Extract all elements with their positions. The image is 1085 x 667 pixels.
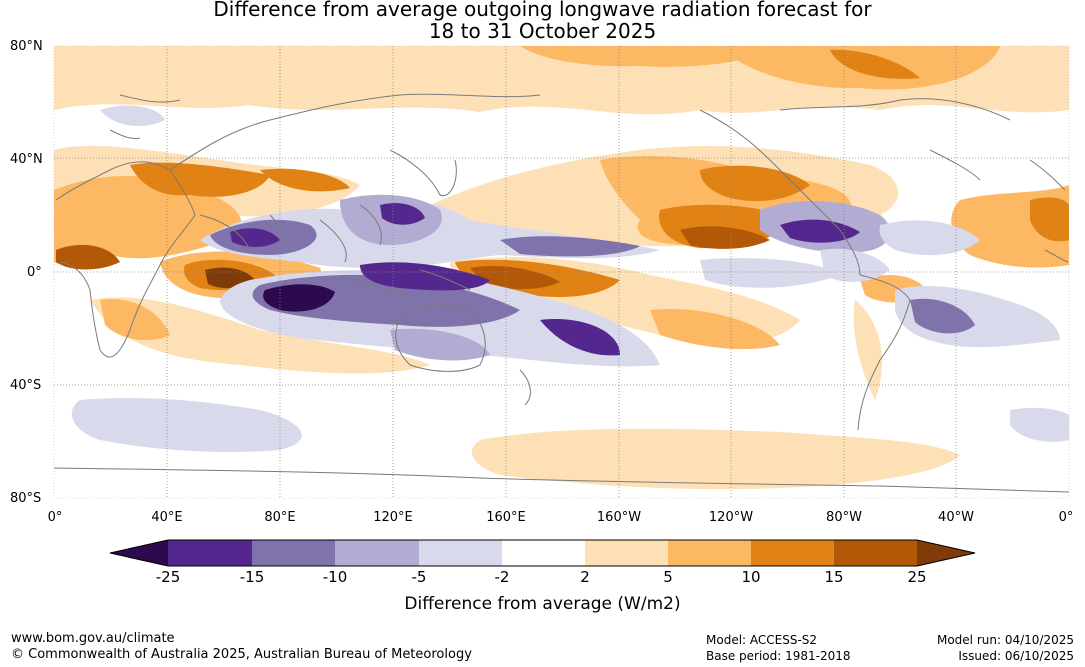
negative-area-east-pacific-equator xyxy=(700,258,840,288)
lon-label: 80°W xyxy=(826,510,862,525)
colorbar-swatch xyxy=(751,540,834,566)
colorbar-swatch xyxy=(419,540,502,566)
positive-area-southeast-pacific xyxy=(650,309,780,350)
graticule xyxy=(54,46,1069,498)
bom-url-link[interactable]: www.bom.gov.au/climate xyxy=(11,631,175,646)
colorbar-tick: 10 xyxy=(741,568,761,586)
negative-area-scandinavia xyxy=(100,105,165,126)
negative-core-south-pacific xyxy=(540,319,620,356)
lon-label: 40°E xyxy=(151,510,183,525)
positive-area-north-pacific xyxy=(520,46,780,67)
model-name: Model: ACCESS-S2 xyxy=(706,633,818,647)
anomaly-field xyxy=(54,46,1069,498)
copyright-text: © Commonwealth of Australia 2025, Austra… xyxy=(11,647,472,662)
lon-label: 160°E xyxy=(486,510,526,525)
negative-area-australia xyxy=(390,328,490,361)
positive-area-west-africa xyxy=(56,244,120,270)
lon-label: 120°E xyxy=(373,510,413,525)
lon-label: 0° xyxy=(47,510,63,525)
positive-area-south-indian xyxy=(90,297,430,374)
positive-area-madagascar xyxy=(100,299,170,341)
model-run-date: Model run: 04/10/2025 xyxy=(936,633,1074,647)
colorbar xyxy=(109,539,976,567)
coastlines xyxy=(54,93,1069,493)
colorbar-label: Difference from average (W/m2) xyxy=(404,594,681,614)
positive-area-us-west xyxy=(700,165,810,202)
negative-core-south-atlantic xyxy=(910,298,975,334)
lon-label: 160°W xyxy=(596,510,642,525)
colorbar-left-extension xyxy=(110,540,168,566)
title-line-2: 18 to 31 October 2025 xyxy=(428,19,657,43)
positive-area-hudson xyxy=(830,49,920,79)
issued-date: Issued: 06/10/2025 xyxy=(958,649,1074,663)
negative-area-caribbean xyxy=(879,220,980,256)
colorbar-swatch xyxy=(335,540,419,566)
negative-max-eastern-indian-ocean xyxy=(263,284,335,312)
positive-area-iran xyxy=(130,162,270,197)
negative-core-philippines xyxy=(380,203,425,225)
positive-area-africa-arabia xyxy=(54,175,242,266)
lat-label: 80°S xyxy=(10,491,42,506)
colorbar-tick: -2 xyxy=(494,568,510,586)
colorbar-tick: 2 xyxy=(580,568,590,586)
negative-area-southwest-atlantic xyxy=(1010,407,1069,442)
colorbar-tick: 25 xyxy=(907,568,927,586)
colorbar-swatch xyxy=(168,540,252,566)
negative-area-southern-indian-ocean xyxy=(71,398,302,452)
title-line-1: Difference from average outgoing longwav… xyxy=(213,0,872,21)
base-period: Base period: 1981-2018 xyxy=(706,649,851,663)
colorbar-swatch xyxy=(252,540,335,566)
lon-label: 0° xyxy=(1058,510,1074,525)
colorbar-tick: -15 xyxy=(239,568,265,586)
colorbar-outline xyxy=(109,539,976,567)
positive-max-east-pacific xyxy=(680,226,770,249)
positive-area-south-america xyxy=(853,300,883,400)
colorbar-swatch xyxy=(502,540,585,566)
lon-label: 80°E xyxy=(264,510,296,525)
lat-label: 80°N xyxy=(10,39,43,54)
negative-area-north-equatorial-pacific xyxy=(500,236,640,257)
map-frame xyxy=(53,45,1070,499)
colorbar-swatch xyxy=(668,540,751,566)
colorbar-tick: -25 xyxy=(155,568,181,586)
lat-label: 0° xyxy=(27,265,42,280)
colorbar-right-extension xyxy=(917,540,975,566)
lon-label: 120°W xyxy=(708,510,754,525)
colorbar-tick: -5 xyxy=(411,568,427,586)
colorbar-tick: 15 xyxy=(824,568,844,586)
positive-area-southern-ocean xyxy=(471,428,960,490)
negative-core-indonesia xyxy=(360,262,490,291)
lat-label: 40°S xyxy=(10,378,42,393)
colorbar-swatch xyxy=(585,540,668,566)
negative-core-central-america xyxy=(780,219,860,243)
colorbar-tick: -10 xyxy=(322,568,348,586)
negative-core-bay-of-bengal xyxy=(230,228,280,247)
positive-core-atlantic xyxy=(1030,197,1069,242)
lat-label: 40°N xyxy=(10,152,43,167)
lon-label: 40°W xyxy=(938,510,974,525)
positive-area-tibet xyxy=(260,168,350,192)
colorbar-swatch xyxy=(834,540,917,566)
colorbar-tick: 5 xyxy=(663,568,673,586)
